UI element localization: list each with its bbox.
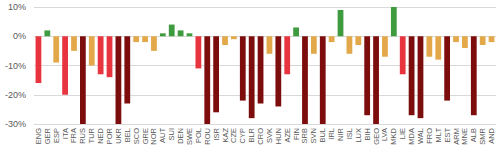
svg-text:POL: POL [194, 128, 203, 143]
svg-text:ISL: ISL [345, 128, 354, 139]
svg-text:ITA: ITA [61, 128, 70, 139]
svg-text:BUL: BUL [318, 128, 327, 143]
svg-text:DEN: DEN [176, 128, 185, 144]
svg-text:-10%: -10% [5, 61, 26, 71]
svg-text:-30%: -30% [5, 119, 26, 129]
svg-text:MNE: MNE [460, 128, 469, 145]
svg-text:HUN: HUN [274, 128, 283, 144]
svg-text:TUR: TUR [87, 127, 96, 143]
svg-text:SVN: SVN [309, 128, 318, 143]
svg-text:BIH: BIH [363, 128, 372, 141]
svg-text:LIE: LIE [398, 128, 407, 139]
svg-text:MLT: MLT [434, 128, 443, 143]
svg-text:LVA: LVA [380, 128, 389, 141]
svg-text:ROU: ROU [203, 128, 212, 145]
svg-text:GER: GER [43, 127, 52, 144]
svg-text:FIN: FIN [292, 128, 301, 140]
svg-text:CRO: CRO [256, 128, 265, 145]
svg-text:WAL: WAL [416, 128, 425, 144]
svg-text:NOR: NOR [149, 127, 158, 144]
svg-text:RUS: RUS [78, 128, 87, 144]
svg-text:FRO: FRO [425, 128, 434, 144]
svg-text:ESP: ESP [52, 128, 61, 143]
svg-text:10%: 10% [8, 2, 26, 12]
svg-text:SMR: SMR [478, 127, 487, 144]
svg-text:LUX: LUX [354, 128, 363, 143]
svg-text:CYP: CYP [238, 128, 247, 143]
svg-text:-20%: -20% [5, 90, 26, 100]
svg-text:NIR: NIR [336, 127, 345, 141]
svg-text:ENG: ENG [34, 128, 43, 144]
svg-text:SWE: SWE [185, 128, 194, 145]
svg-text:MDA: MDA [407, 128, 416, 145]
svg-text:IRL: IRL [327, 128, 336, 140]
svg-text:EST: EST [443, 128, 452, 143]
svg-text:NED: NED [96, 127, 105, 143]
svg-text:GEO: GEO [372, 128, 381, 145]
svg-text:FRA: FRA [69, 128, 78, 143]
svg-text:GRE: GRE [141, 128, 150, 144]
svg-text:AND: AND [487, 127, 496, 143]
svg-text:POR: POR [105, 127, 114, 144]
svg-text:AUT: AUT [158, 128, 167, 143]
svg-text:BLR: BLR [247, 127, 256, 142]
svg-text:CZE: CZE [229, 128, 238, 143]
svg-text:ISR: ISR [212, 127, 221, 140]
svg-text:SUI: SUI [167, 128, 176, 141]
svg-text:ARM: ARM [452, 128, 461, 145]
svg-text:BEL: BEL [123, 128, 132, 142]
svg-text:KAZ: KAZ [221, 128, 230, 143]
svg-text:UKR: UKR [114, 127, 123, 143]
svg-text:SRB: SRB [300, 128, 309, 143]
svg-text:SVK: SVK [265, 128, 274, 143]
svg-text:AZE: AZE [283, 128, 292, 143]
svg-text:0%: 0% [13, 31, 26, 41]
svg-text:ALB: ALB [469, 128, 478, 142]
svg-text:MKD: MKD [389, 127, 398, 144]
svg-text:SCO: SCO [132, 128, 141, 144]
